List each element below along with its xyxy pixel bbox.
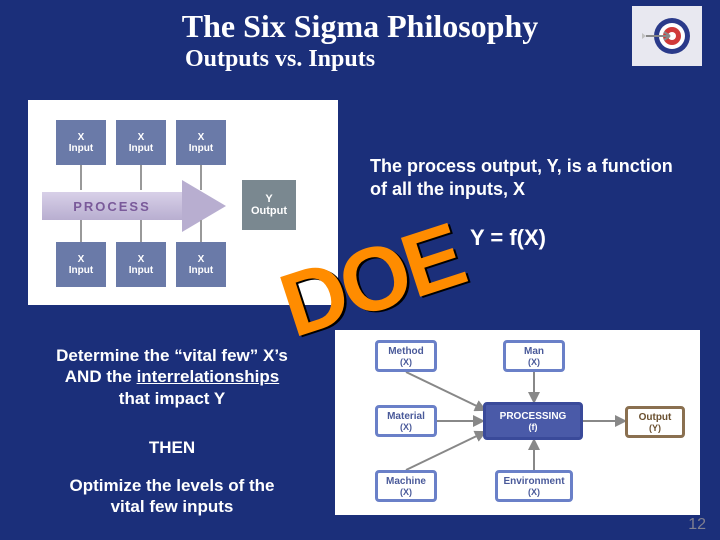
node-man: Man(X): [503, 340, 565, 372]
x-input-box: X Input: [176, 120, 226, 165]
input-label: Input: [129, 143, 153, 154]
x-input-box: X Input: [56, 120, 106, 165]
text-underlined: interrelationships: [137, 367, 280, 386]
connector-line: [80, 220, 82, 242]
x-label: X: [198, 254, 205, 265]
connector-line: [140, 220, 142, 242]
x-input-box: X Input: [116, 242, 166, 287]
optimize-text: Optimize the levels of the vital few inp…: [22, 475, 322, 518]
input-label: Input: [189, 265, 213, 276]
text-line: AND the: [65, 367, 137, 386]
x-label: X: [78, 254, 85, 265]
x-input-box: X Input: [116, 120, 166, 165]
process-box: PROCESS: [42, 192, 182, 220]
output-caption: The process output, Y, is a function of …: [370, 155, 690, 200]
node-machine: Machine(X): [375, 470, 437, 502]
text-line: Optimize the levels of the: [70, 476, 275, 495]
input-label: Input: [189, 143, 213, 154]
node-processing: PROCESSING(f): [483, 402, 583, 440]
input-label: Input: [129, 265, 153, 276]
process-arrow: [182, 180, 226, 232]
text-line: Determine the “vital few” X’s: [56, 346, 288, 365]
equation-text: Y = f(X): [470, 225, 546, 251]
node-output: Output(Y): [625, 406, 685, 438]
page-title: The Six Sigma Philosophy: [0, 8, 720, 45]
x-input-box: X Input: [56, 242, 106, 287]
node-environment: Environment(X): [495, 470, 573, 502]
then-text: THEN: [22, 438, 322, 458]
target-logo: [632, 6, 702, 66]
fishbone-diagram: Method(X) Man(X) Material(X) PROCESSING(f) O…: [335, 330, 700, 515]
text-line: vital few inputs: [111, 497, 234, 516]
determine-text: Determine the “vital few” X’s AND the in…: [22, 345, 322, 409]
x-label: X: [138, 132, 145, 143]
node-method: Method(X): [375, 340, 437, 372]
x-input-box: X Input: [176, 242, 226, 287]
page-subtitle: Outputs vs. Inputs: [0, 46, 560, 73]
x-label: X: [138, 254, 145, 265]
y-label: Y: [265, 193, 272, 205]
y-output-box: Y Output: [242, 180, 296, 230]
page-number: 12: [688, 516, 706, 534]
connector-line: [200, 220, 202, 242]
input-label: Input: [69, 265, 93, 276]
input-label: Input: [69, 143, 93, 154]
output-label: Output: [251, 205, 287, 217]
text-line: that impact Y: [119, 389, 225, 408]
connector-line: [140, 165, 142, 190]
connector-line: [80, 165, 82, 190]
x-label: X: [78, 132, 85, 143]
node-material: Material(X): [375, 405, 437, 437]
x-label: X: [198, 132, 205, 143]
